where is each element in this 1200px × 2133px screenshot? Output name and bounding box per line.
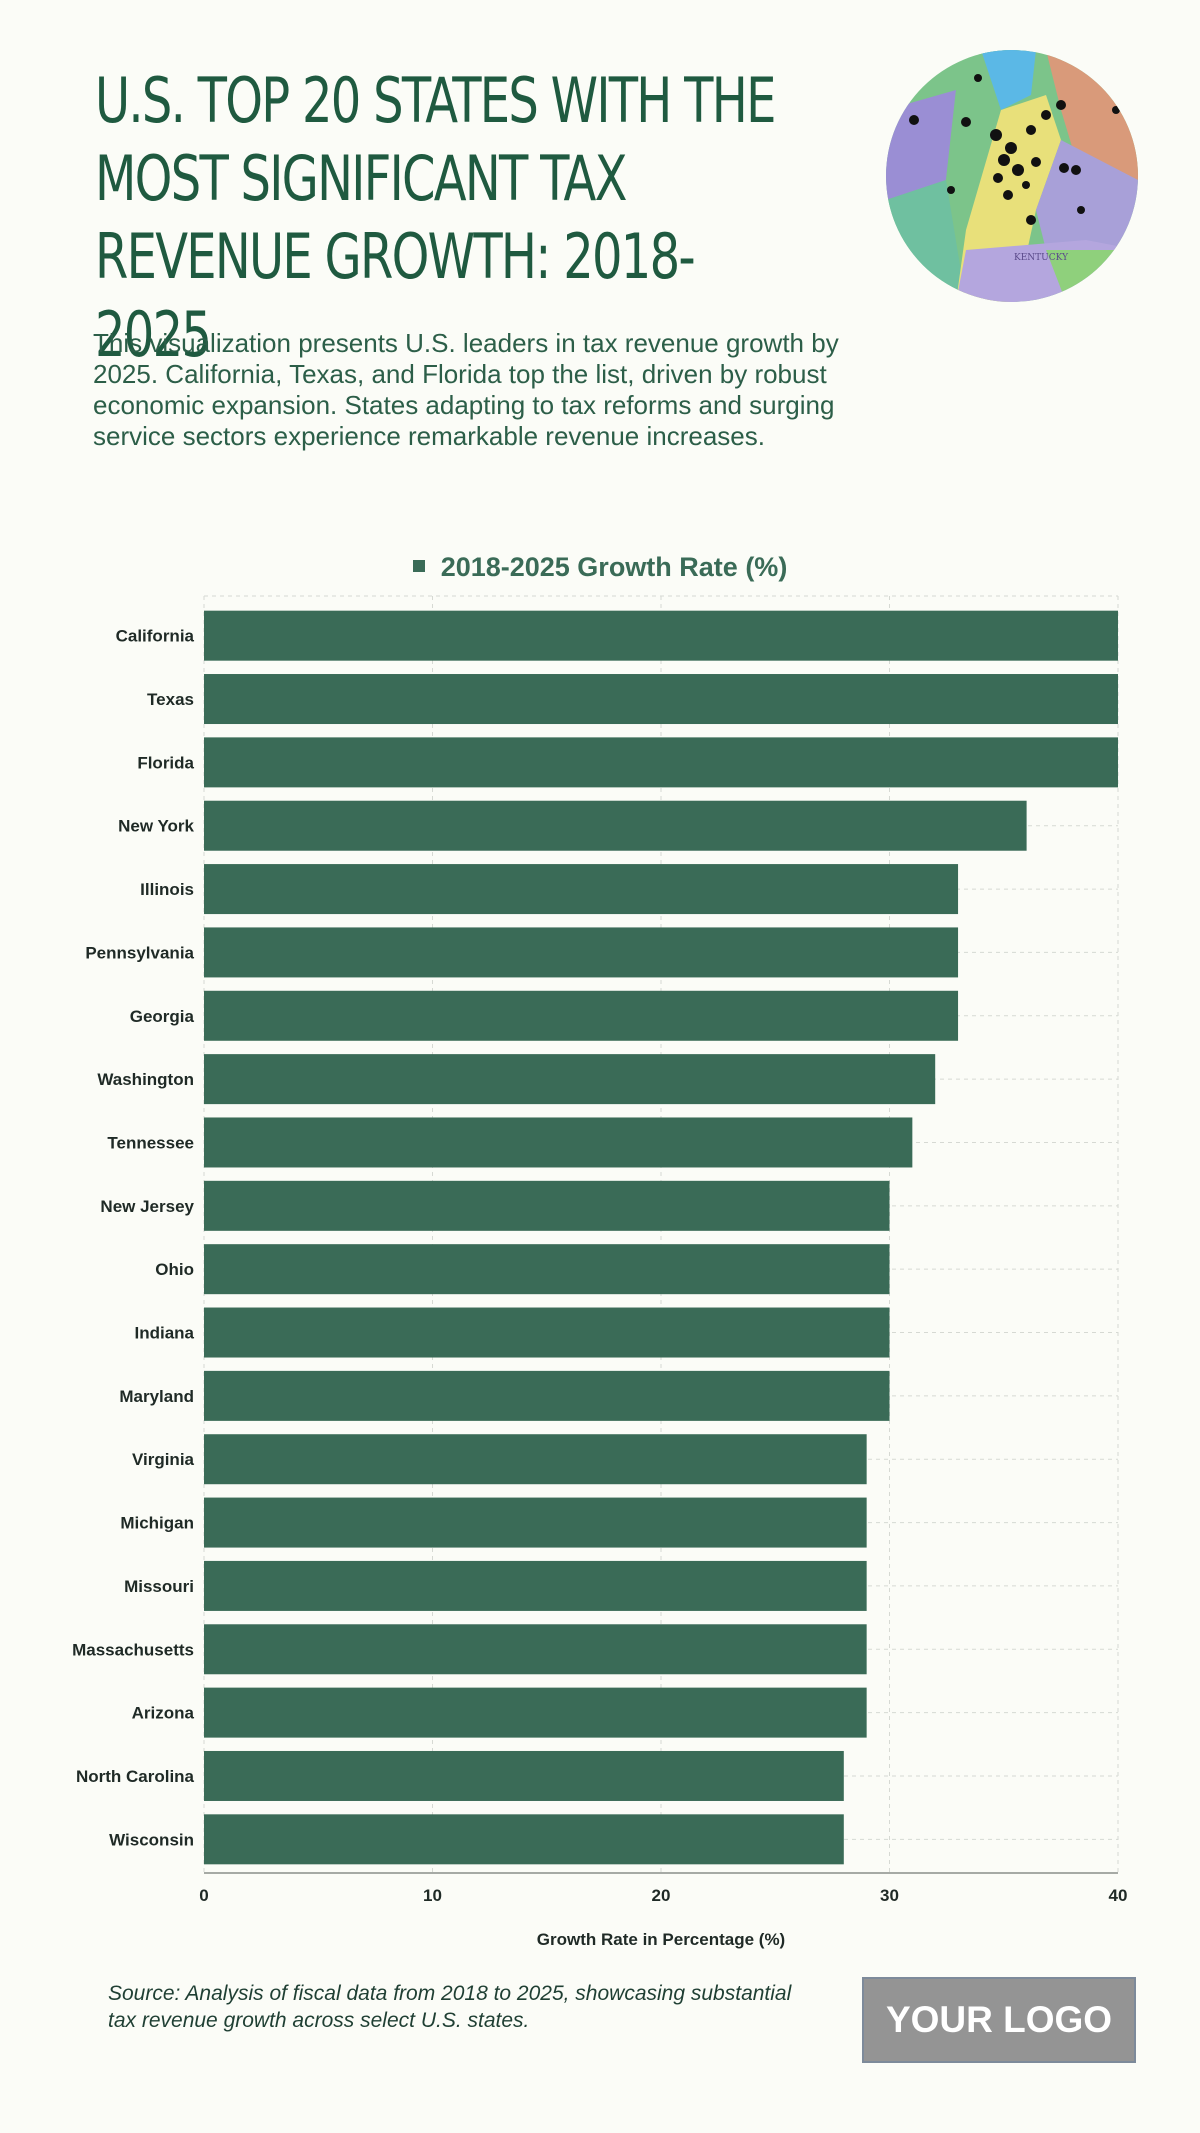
page-title: U.S. TOP 20 STATES WITH THE MOST SIGNIFI… bbox=[95, 64, 776, 371]
bar-tennessee bbox=[204, 1117, 913, 1168]
bar-georgia bbox=[204, 990, 959, 1041]
x-axis-title: Growth Rate in Percentage (%) bbox=[537, 1930, 785, 1949]
chart-legend: 2018-2025 Growth Rate (%) bbox=[0, 552, 1200, 583]
bar-florida bbox=[204, 737, 1118, 788]
category-label: Indiana bbox=[134, 1324, 194, 1343]
bar-maryland bbox=[204, 1370, 890, 1421]
bar-massachusetts bbox=[204, 1624, 867, 1675]
bar-wisconsin bbox=[204, 1814, 844, 1865]
category-label: California bbox=[116, 627, 195, 646]
us-map-with-pins-image: KENTUCKY bbox=[886, 50, 1138, 302]
category-label: Massachusetts bbox=[72, 1640, 194, 1659]
category-label: Maryland bbox=[119, 1387, 194, 1406]
x-tick-label: 30 bbox=[880, 1886, 899, 1905]
bar-michigan bbox=[204, 1497, 867, 1548]
legend-swatch bbox=[412, 559, 425, 572]
category-label: Arizona bbox=[132, 1704, 195, 1723]
bar-texas bbox=[204, 674, 1118, 725]
bar-washington bbox=[204, 1054, 936, 1105]
category-label: Georgia bbox=[130, 1007, 195, 1026]
bar-indiana bbox=[204, 1307, 890, 1358]
category-label: Tennessee bbox=[107, 1133, 194, 1152]
category-label: Pennsylvania bbox=[85, 943, 194, 962]
x-axis-ticks: 0 10 20 30 40 bbox=[199, 1886, 1127, 1905]
bar-california bbox=[204, 610, 1118, 661]
bar-missouri bbox=[204, 1560, 867, 1611]
x-tick-label: 0 bbox=[199, 1886, 208, 1905]
logo-text: YOUR LOGO bbox=[885, 1999, 1113, 2040]
category-label: Florida bbox=[137, 753, 194, 772]
svg-text:KENTUCKY: KENTUCKY bbox=[1014, 253, 1069, 263]
bar-arizona bbox=[204, 1687, 867, 1738]
bars bbox=[204, 610, 1118, 1865]
bar-pennsylvania bbox=[204, 927, 959, 978]
bar-chart: California Texas Florida New York Illinois Pe… bbox=[72, 595, 1127, 1949]
x-tick-label: 40 bbox=[1109, 1886, 1128, 1905]
category-labels: California Texas Florida New York Illinois Pe… bbox=[72, 627, 194, 1850]
logo-placeholder[interactable]: YOUR LOGO bbox=[862, 1977, 1136, 2063]
bar-virginia bbox=[204, 1434, 867, 1485]
category-label: New York bbox=[118, 817, 194, 836]
category-label: Virginia bbox=[132, 1450, 195, 1469]
category-label: North Carolina bbox=[76, 1767, 195, 1786]
bar-illinois bbox=[204, 864, 959, 915]
category-label: New Jersey bbox=[100, 1197, 194, 1216]
chart-description: This visualization presents U.S. leaders… bbox=[93, 328, 839, 451]
bar-north-carolina bbox=[204, 1750, 844, 1801]
x-tick-label: 10 bbox=[423, 1886, 442, 1905]
bar-ohio bbox=[204, 1244, 890, 1295]
category-label: Texas bbox=[147, 690, 194, 709]
legend-label: 2018-2025 Growth Rate (%) bbox=[440, 552, 788, 582]
category-label: Illinois bbox=[140, 880, 194, 899]
category-label: Michigan bbox=[120, 1514, 194, 1533]
bar-new-york bbox=[204, 800, 1027, 851]
category-label: Missouri bbox=[124, 1577, 194, 1596]
source-note: Source: Analysis of fiscal data from 201… bbox=[108, 1982, 792, 2032]
category-label: Wisconsin bbox=[109, 1830, 194, 1849]
category-label: Ohio bbox=[155, 1260, 194, 1279]
category-label: Washington bbox=[97, 1070, 194, 1089]
grid-lines bbox=[203, 595, 1119, 1873]
bar-new-jersey bbox=[204, 1180, 890, 1231]
x-tick-label: 20 bbox=[652, 1886, 671, 1905]
